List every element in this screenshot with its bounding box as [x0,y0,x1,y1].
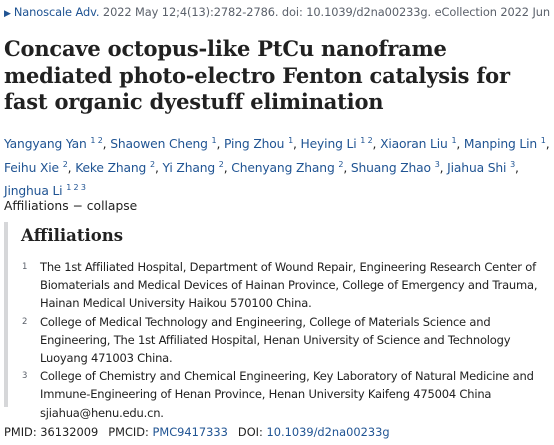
affiliation-number: 3 [22,371,28,382]
author-link[interactable]: Chenyang Zhang [231,160,335,175]
affiliations-toggle-label: Affiliations [4,199,69,213]
author-separator: , [102,137,111,151]
article-title: Concave octopus-like PtCu nanoframe medi… [4,36,510,114]
affiliation-item: 1 The 1st Affiliated Hospital, Department… [22,258,554,313]
affiliation-ref[interactable]: 2 [62,159,68,169]
affiliation-ref[interactable]: 3 [510,159,516,169]
affiliation-item: 3 College of Chemistry and Chemical Engin… [22,367,554,422]
caret-right-icon[interactable]: ▶ [4,9,11,19]
affiliations-panel: Affiliations 1 The 1st Affiliated Hospita… [4,222,554,420]
affiliation-ref[interactable]: 1 2 [360,136,373,145]
author-link[interactable]: Shuang Zhao [350,160,431,175]
author-link[interactable]: Jinghua Li [4,184,63,198]
affiliation-ref[interactable]: 1 [211,136,217,145]
author-separator: , [343,160,351,175]
author-link[interactable]: Heying Li [300,137,357,151]
affiliations-list: 1 The 1st Affiliated Hospital, Department… [22,258,554,422]
affiliation-number: 1 [22,262,28,272]
author-link[interactable]: Xiaoran Liu [380,137,448,151]
affiliation-ref[interactable]: 1 2 [90,136,103,145]
author-link[interactable]: Yangyang Yan [4,137,87,151]
affiliation-ref[interactable]: 2 [149,159,155,169]
author-link[interactable]: Keke Zhang [75,160,147,175]
affiliation-ref[interactable]: 1 2 3 [66,183,86,192]
author-separator: , [439,160,448,175]
pmid-label: PMID: [4,425,37,439]
minus-icon: − [72,199,83,213]
identifiers: PMID: 36132009 PMCID: PMC9417333 DOI: 10.1… [4,425,390,439]
author-separator: , [223,160,232,175]
pmid-value: 36132009 [40,425,99,439]
affiliation-ref[interactable]: 2 [338,159,344,169]
pmcid-label: PMCID: [108,425,149,439]
author-link[interactable]: Feihu Xie [4,160,59,175]
affiliation-text: College of Medical Technology and Engine… [40,314,511,366]
citation-details: 2022 May 12;4(13):2782-2786. doi: 10.103… [102,5,554,19]
affiliation-ref[interactable]: 3 [434,159,440,169]
doi-link[interactable]: 10.1039/d2na00233g [266,425,390,439]
affiliation-ref[interactable]: 2 [218,159,224,169]
affiliation-item: 2 College of Medical Technology and Engin… [22,313,554,368]
affiliation-number: 2 [22,316,28,327]
author-separator: , [515,160,519,175]
author-link[interactable]: Jiahua Shi [447,160,507,175]
affiliation-text: The 1st Affiliated Hospital, Department … [40,260,538,311]
author-link[interactable]: Manping Lin [463,137,538,151]
doi-label: DOI: [237,425,263,439]
author-separator: , [154,160,163,175]
collapse-link[interactable]: collapse [86,199,138,213]
author-link[interactable]: Ping Zhou [224,137,285,151]
author-link[interactable]: Shaowen Cheng [110,137,208,151]
author-separator: , [545,137,550,151]
affiliations-toggle: Affiliations − collapse [4,199,137,213]
author-separator: , [216,137,225,151]
author-link[interactable]: Yi Zhang [162,160,216,175]
affiliation-ref[interactable]: 1 [288,136,294,145]
author-separator: , [456,137,464,151]
author-list: Yangyang Yan 1 2, Shaowen Cheng 1, Ping … [4,131,552,202]
affiliation-ref[interactable]: 1 [540,136,546,145]
author-separator: , [293,137,301,151]
journal-link[interactable]: Nanoscale Adv. [13,5,100,19]
author-separator: , [372,137,381,151]
pmcid-link[interactable]: PMC9417333 [152,425,228,439]
affiliation-text: College of Chemistry and Chemical Engine… [40,369,534,420]
citation-line: ▶ Nanoscale Adv. 2022 May 12;4(13):2782-2… [4,5,554,19]
author-separator: , [67,160,76,175]
affiliations-heading: Affiliations [21,226,124,245]
affiliation-ref[interactable]: 1 [451,136,457,145]
